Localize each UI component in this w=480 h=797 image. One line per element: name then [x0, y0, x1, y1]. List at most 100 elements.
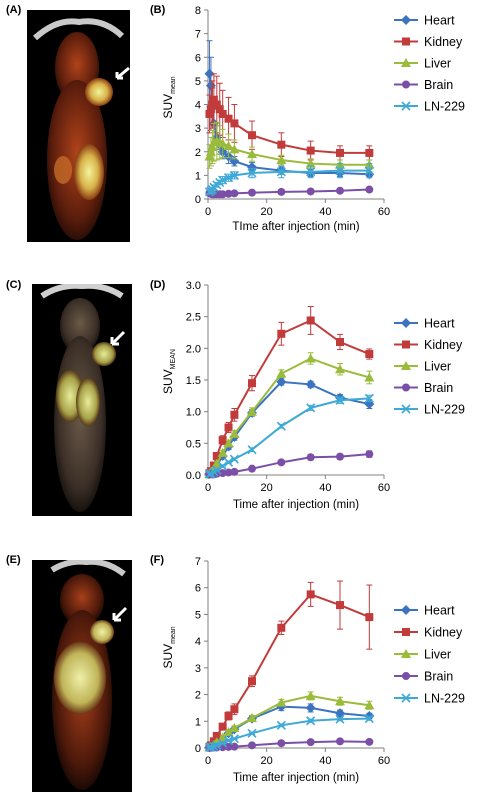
data-point: [223, 735, 234, 746]
pet-image-a: [27, 10, 130, 242]
data-point: [335, 166, 345, 176]
legend-marker: [401, 318, 411, 328]
data-point: [276, 368, 287, 378]
legend-label: Brain: [424, 670, 453, 684]
data-point: [335, 364, 345, 374]
data-point: [276, 167, 286, 177]
legend-item: LN-229: [394, 692, 465, 706]
data-point: [229, 722, 240, 732]
data-point: [209, 741, 219, 751]
y-tick-label: 0: [195, 743, 201, 755]
data-point: [205, 146, 216, 156]
x-tick-label: 40: [319, 206, 331, 218]
x-axis-label: TIme after injection (min): [232, 221, 359, 233]
data-point: [336, 601, 344, 610]
legend-label: Liver: [424, 57, 451, 71]
data-point: [276, 155, 287, 165]
data-point: [224, 423, 233, 432]
legend-label: Brain: [424, 381, 453, 395]
legend-marker: [402, 340, 410, 349]
legend-marker: [401, 15, 411, 25]
data-point: [365, 737, 374, 746]
data-point: [248, 677, 256, 686]
data-point: [276, 376, 287, 387]
data-point: [212, 452, 221, 460]
x-tick-label: 40: [319, 482, 331, 494]
y-tick-label: 7: [195, 556, 201, 568]
data-point: [229, 428, 240, 438]
y-tick-label: 0.0: [186, 470, 201, 482]
series-heart: [204, 40, 375, 180]
series-liver: [204, 690, 375, 752]
data-point: [224, 114, 233, 123]
data-point: [224, 189, 233, 198]
data-point: [218, 722, 227, 731]
data-point: [335, 395, 345, 405]
data-point: [224, 711, 233, 720]
data-point: [230, 742, 239, 751]
data-point: [218, 436, 227, 445]
data-point: [218, 175, 228, 185]
data-point: [223, 140, 234, 150]
x-tick-label: 60: [378, 755, 390, 767]
data-point: [248, 741, 256, 750]
data-point: [305, 353, 316, 363]
data-point: [217, 732, 228, 742]
legend-marker: [402, 628, 410, 636]
data-point: [224, 742, 233, 751]
data-point: [335, 714, 345, 724]
data-point: [207, 142, 218, 152]
series-ln-229: [204, 163, 374, 197]
data-point: [206, 105, 215, 114]
x-axis-label: Time after injection (min): [233, 499, 359, 511]
y-axis-label-sub: mean: [170, 76, 177, 94]
y-tick-label: 5: [195, 609, 201, 621]
data-point: [306, 167, 316, 177]
legend-marker: [401, 649, 411, 658]
y-axis-label-sub: MEAN: [170, 349, 177, 369]
y-axis-label-sub: mean: [170, 626, 177, 644]
legend-label: Liver: [424, 648, 451, 662]
legend-item: Liver: [394, 360, 451, 374]
data-point: [217, 447, 228, 457]
y-tick-label: 0.5: [186, 438, 201, 450]
y-tick-label: 2: [195, 690, 201, 702]
legend-item: Kidney: [394, 338, 463, 352]
data-point: [305, 158, 316, 168]
legend-marker: [401, 58, 411, 67]
panel-label-b: (B): [150, 4, 166, 16]
data-point: [218, 190, 227, 199]
data-point: [230, 467, 239, 476]
legend-item: LN-229: [394, 403, 465, 417]
data-point: [212, 731, 221, 740]
legend-label: Kidney: [424, 338, 463, 352]
data-point: [277, 187, 286, 196]
panel-label-c: (C): [6, 279, 22, 291]
legend-item: Brain: [394, 381, 453, 395]
data-point: [247, 149, 257, 159]
data-point: [336, 338, 344, 346]
legend-item: Brain: [394, 670, 453, 684]
data-point: [336, 186, 344, 195]
x-tick-label: 0: [205, 755, 211, 767]
y-tick-label: 8: [195, 5, 201, 17]
series-brain: [205, 185, 374, 199]
pet-image-e: [32, 560, 132, 792]
y-axis-label-main: SUV: [161, 369, 175, 394]
data-point: [212, 100, 221, 109]
series-line: [208, 319, 370, 474]
data-point: [230, 119, 239, 128]
data-point: [364, 700, 375, 710]
legend-label: Heart: [424, 604, 455, 618]
y-tick-label: 3: [195, 663, 201, 675]
data-point: [365, 350, 374, 359]
data-point: [230, 189, 239, 198]
legend-marker: [402, 80, 410, 89]
data-point: [306, 403, 316, 413]
data-point: [336, 452, 344, 461]
chart-b: 0 1 2 3 4 5 6 7 8 0 20 40 60 TIme after injection (mi…: [161, 5, 465, 233]
data-point: [306, 316, 315, 325]
data-point: [208, 100, 217, 109]
x-tick-label: 20: [261, 482, 273, 494]
legend-item: Heart: [394, 317, 455, 331]
